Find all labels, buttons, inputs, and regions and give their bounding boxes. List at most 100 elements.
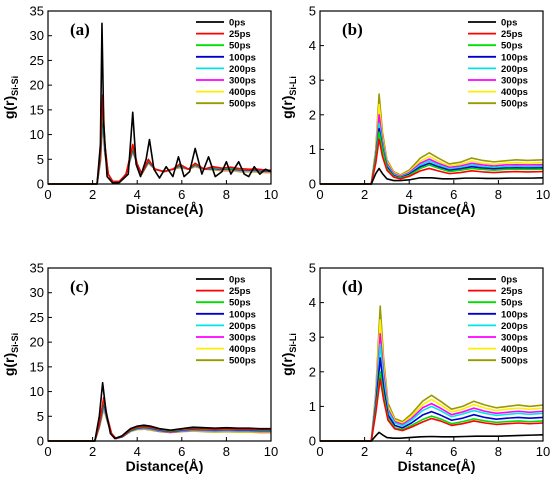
series-line-0ps xyxy=(48,381,271,442)
x-tick-label: 4 xyxy=(406,187,413,202)
legend-label: 25ps xyxy=(229,29,251,40)
legend-label: 500ps xyxy=(501,356,528,367)
x-tick-label: 0 xyxy=(44,187,51,202)
legend-label: 200ps xyxy=(229,321,256,332)
series-line-400ps xyxy=(48,118,271,185)
legend-label: 25ps xyxy=(501,29,523,40)
y-tick-label: 30 xyxy=(30,28,44,43)
x-tick-label: 2 xyxy=(361,187,368,202)
legend-label: 0ps xyxy=(229,275,245,286)
x-tick-label: 4 xyxy=(134,444,141,459)
chart-panel-2: 0 2 4 6 8 10 0 5 10 15 20 25 30 35 Distance(Å) g(r)Si-S… xyxy=(1,261,278,475)
legend-label: 400ps xyxy=(229,87,256,98)
legend-label: 50ps xyxy=(229,298,251,309)
series-line-300ps xyxy=(320,114,544,185)
legend-label: 100ps xyxy=(501,52,528,63)
series-line-100ps xyxy=(48,109,271,185)
legend-label: 25ps xyxy=(229,286,251,297)
x-tick-label: 10 xyxy=(536,444,550,459)
series-line-50ps xyxy=(320,371,544,442)
series-line-100ps xyxy=(320,357,544,442)
series-line-0ps xyxy=(48,22,272,185)
x-tick-label: 10 xyxy=(264,444,278,459)
series-line-50ps xyxy=(320,131,544,185)
legend-label: 25ps xyxy=(501,286,523,297)
y-tick-label: 5 xyxy=(309,4,316,19)
x-tick-label: 4 xyxy=(406,444,413,459)
y-axis-title: g(r)Si-Si xyxy=(1,333,20,376)
y-tick-label: 10 xyxy=(30,384,44,399)
y-tick-label: 1 xyxy=(309,399,316,414)
y-tick-label: 35 xyxy=(30,261,44,276)
y-tick-label: 5 xyxy=(37,152,44,167)
series-line-25ps xyxy=(320,138,544,185)
series-line-500ps xyxy=(48,408,271,442)
legend-label: 50ps xyxy=(229,41,251,52)
series-line-200ps xyxy=(48,114,271,185)
y-tick-label: 5 xyxy=(309,261,316,276)
legend-label: 300ps xyxy=(229,76,256,87)
y-tick-label: 2 xyxy=(309,364,316,379)
y-axis-title: g(r)Si-Li xyxy=(279,76,298,119)
series-line-200ps xyxy=(320,343,544,442)
legend-label: 0ps xyxy=(501,18,517,29)
y-tick-label: 15 xyxy=(30,359,44,374)
series-line-400ps xyxy=(320,103,544,185)
legend-label: 0ps xyxy=(229,18,245,29)
legend-label: 50ps xyxy=(501,41,523,52)
x-axis-title: Distance(Å) xyxy=(398,458,476,474)
legend-label: 400ps xyxy=(501,87,528,98)
legend-label: 100ps xyxy=(229,52,256,63)
x-tick-label: 8 xyxy=(223,444,230,459)
legend-label: 50ps xyxy=(501,298,523,309)
y-tick-label: 0 xyxy=(309,177,316,192)
legend-label: 400ps xyxy=(229,344,256,355)
x-tick-label: 6 xyxy=(450,444,457,459)
y-tick-label: 3 xyxy=(309,330,316,345)
series-line-500ps xyxy=(320,305,544,442)
legend-label: 500ps xyxy=(229,356,256,367)
y-tick-label: 2 xyxy=(309,107,316,122)
series-line-500ps xyxy=(48,121,271,185)
x-tick-label: 2 xyxy=(89,187,96,202)
y-tick-label: 3 xyxy=(309,73,316,88)
plot-frame xyxy=(47,267,272,442)
y-tick-label: 15 xyxy=(30,102,44,117)
x-axis-title: Distance(Å) xyxy=(126,201,204,217)
panel-label: (b) xyxy=(342,20,363,39)
series-line-300ps xyxy=(48,405,271,442)
y-tick-label: 0 xyxy=(37,434,44,449)
legend-label: 300ps xyxy=(229,333,256,344)
x-tick-label: 0 xyxy=(44,444,51,459)
x-tick-label: 6 xyxy=(450,187,457,202)
y-tick-label: 0 xyxy=(37,177,44,192)
x-axis-title: Distance(Å) xyxy=(398,201,476,217)
x-tick-label: 10 xyxy=(536,187,550,202)
series-line-400ps xyxy=(320,319,544,442)
y-tick-label: 25 xyxy=(30,310,44,325)
y-axis-title: g(r)Si-Li xyxy=(279,333,298,376)
x-tick-label: 8 xyxy=(495,187,502,202)
legend-label: 500ps xyxy=(501,99,528,110)
x-tick-label: 6 xyxy=(178,444,185,459)
x-tick-label: 0 xyxy=(316,444,323,459)
series-line-0ps xyxy=(320,431,544,442)
plot-frame xyxy=(47,10,272,185)
legend-label: 200ps xyxy=(229,64,256,75)
y-tick-label: 20 xyxy=(30,335,44,350)
series-line-300ps xyxy=(320,332,544,442)
y-tick-label: 30 xyxy=(30,285,44,300)
series-line-25ps xyxy=(320,377,544,442)
series-line-200ps xyxy=(48,403,271,442)
series-line-25ps xyxy=(48,396,271,442)
legend-label: 200ps xyxy=(501,321,528,332)
x-axis-title: Distance(Å) xyxy=(126,458,204,474)
x-tick-label: 10 xyxy=(264,187,278,202)
legend-label: 500ps xyxy=(229,99,256,110)
y-tick-label: 5 xyxy=(37,409,44,424)
chart-panel-0: 0 2 4 6 8 10 0 5 10 15 20 25 30 35 Distance(Å) g(r)Si-S… xyxy=(1,4,278,218)
series-line-400ps xyxy=(48,406,271,442)
y-tick-label: 25 xyxy=(30,53,44,68)
